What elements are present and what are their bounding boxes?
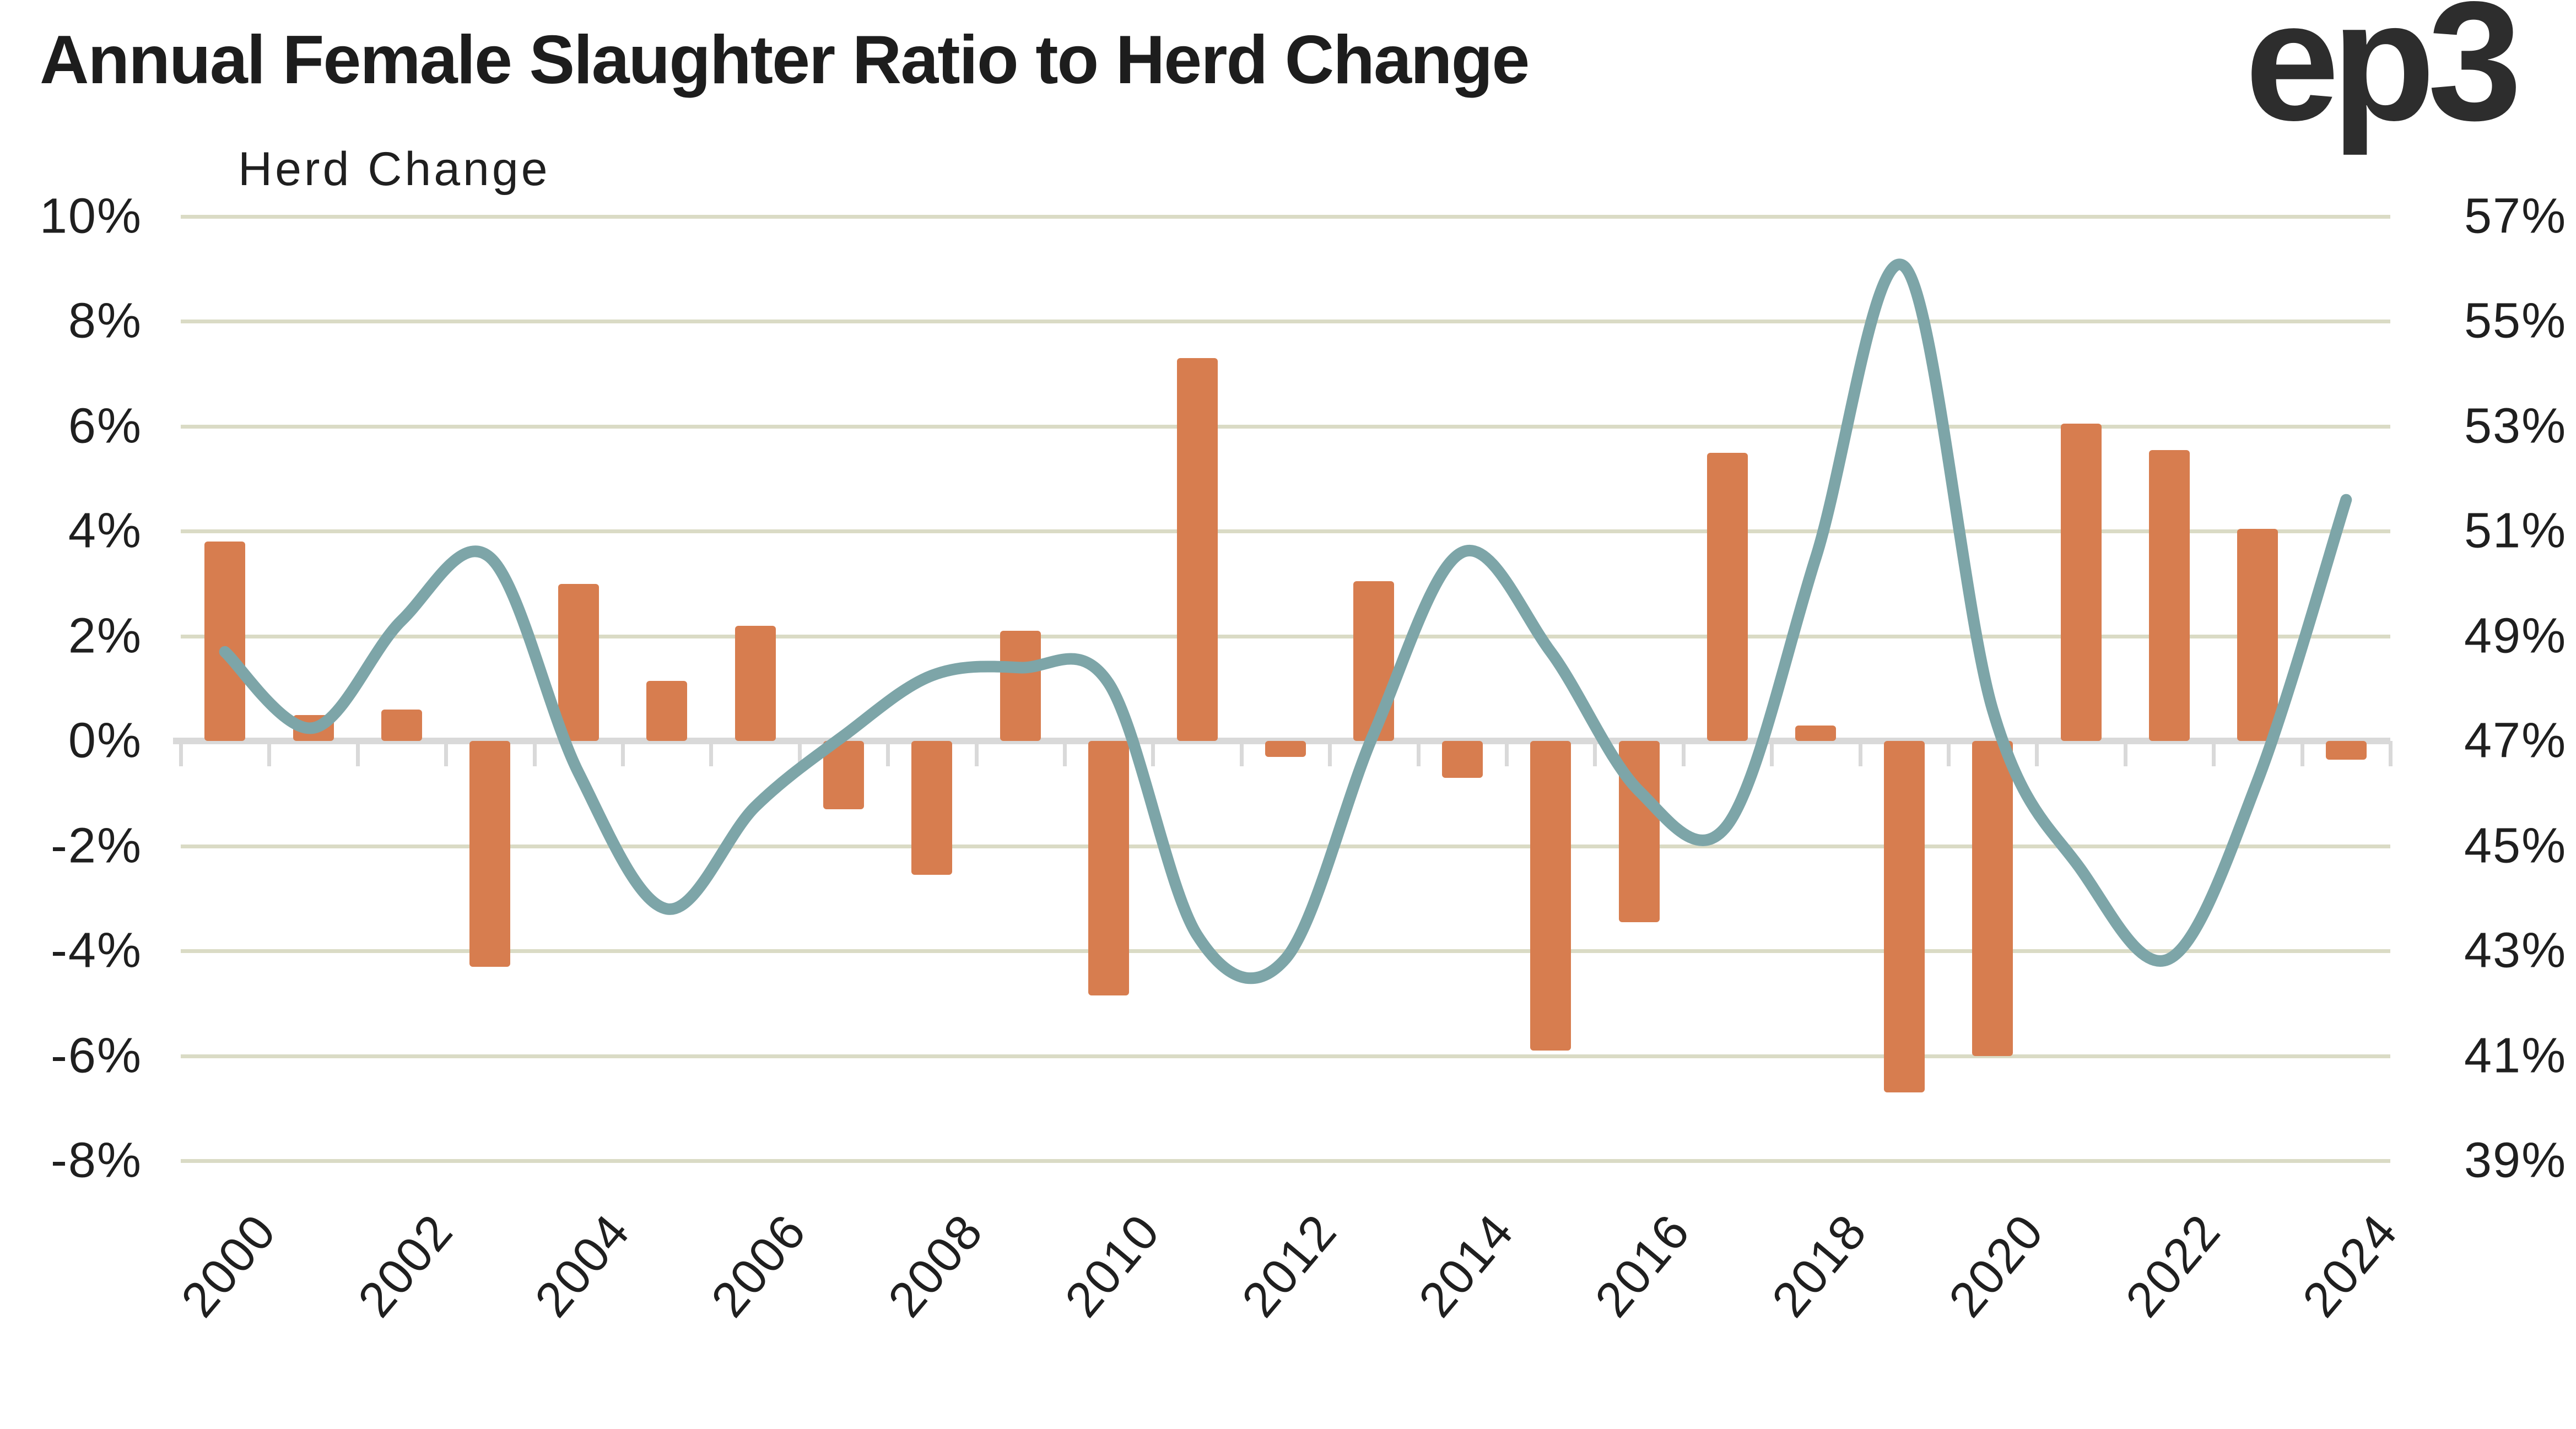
x-axis-tick bbox=[1770, 741, 1774, 767]
gridline bbox=[181, 634, 2390, 638]
x-axis-tick bbox=[1681, 741, 1686, 767]
x-axis-tick bbox=[532, 741, 537, 767]
x-axis-tick bbox=[2300, 741, 2304, 767]
right-axis-tick-label: 51% bbox=[2464, 503, 2567, 559]
right-axis-tick-label: 41% bbox=[2464, 1028, 2567, 1084]
x-axis-tick bbox=[1151, 741, 1155, 767]
x-axis-tick bbox=[1858, 741, 1862, 767]
herd-change-bar bbox=[1176, 358, 1218, 741]
x-axis-tick bbox=[355, 741, 360, 767]
herd-change-bar bbox=[735, 625, 776, 741]
gridline bbox=[181, 844, 2390, 848]
x-axis-tick bbox=[886, 741, 890, 767]
right-axis-tick-label: 45% bbox=[2464, 818, 2567, 874]
left-axis-tick-label: 2% bbox=[68, 608, 142, 664]
ep3-logo: ep3 bbox=[2245, 0, 2522, 156]
herd-change-bar bbox=[1441, 741, 1483, 778]
herd-change-bar bbox=[1265, 741, 1306, 757]
x-axis-tick bbox=[2212, 741, 2216, 767]
x-axis-tick bbox=[797, 741, 802, 767]
right-axis-tick-label: 55% bbox=[2464, 293, 2567, 349]
x-axis-tick bbox=[267, 741, 272, 767]
x-axis-tick bbox=[1593, 741, 1597, 767]
right-axis-tick-label: 53% bbox=[2464, 398, 2567, 454]
x-axis-tick bbox=[1063, 741, 1067, 767]
page-title: Annual Female Slaughter Ratio to Herd Ch… bbox=[40, 22, 1530, 98]
gridline bbox=[181, 320, 2390, 324]
right-axis-tick-label: 49% bbox=[2464, 608, 2567, 664]
herd-change-bar bbox=[381, 710, 422, 741]
x-axis-tick bbox=[2035, 741, 2039, 767]
herd-change-bar bbox=[2149, 450, 2190, 741]
x-axis-tick bbox=[1505, 741, 1509, 767]
left-axis-tick-label: 10% bbox=[39, 188, 142, 244]
gridline bbox=[181, 1159, 2390, 1163]
x-axis-tick bbox=[1416, 741, 1421, 767]
x-axis-tick bbox=[1328, 741, 1332, 767]
left-axis-tick-label: 4% bbox=[68, 503, 142, 559]
gridline bbox=[181, 1054, 2390, 1058]
herd-change-bar bbox=[1707, 452, 1748, 741]
right-axis-tick-label: 57% bbox=[2464, 188, 2567, 244]
left-axis-tick-label: -4% bbox=[50, 923, 142, 978]
herd-change-bar bbox=[2325, 741, 2367, 760]
x-axis-tick bbox=[974, 741, 979, 767]
left-axis-tick-label: -6% bbox=[50, 1028, 142, 1084]
x-axis-tick bbox=[2123, 741, 2127, 767]
x-axis-tick bbox=[179, 741, 183, 767]
gridline bbox=[181, 529, 2390, 534]
herd-change-bar bbox=[1883, 741, 1925, 1093]
x-axis-tick bbox=[1239, 741, 1244, 767]
herd-change-bar bbox=[1088, 741, 1130, 996]
right-axis-tick-label: 43% bbox=[2464, 923, 2567, 978]
left-axis-tick-label: -8% bbox=[50, 1133, 142, 1188]
gridline bbox=[181, 215, 2390, 219]
left-axis-tick-label: 8% bbox=[68, 293, 142, 349]
herd-change-bar bbox=[558, 583, 599, 741]
x-axis-tick bbox=[2389, 741, 2393, 767]
herd-change-bar bbox=[1795, 725, 1837, 741]
x-axis-tick bbox=[709, 741, 714, 767]
right-axis-tick-label: 47% bbox=[2464, 713, 2567, 768]
female-slaughter-ratio-line bbox=[219, 258, 2352, 984]
herd-change-bar bbox=[911, 741, 953, 875]
herd-change-bar bbox=[204, 542, 246, 741]
gridline bbox=[181, 424, 2390, 429]
herd-change-bar bbox=[1000, 631, 1041, 741]
herd-change-bar bbox=[646, 680, 688, 741]
herd-change-bar bbox=[469, 741, 511, 967]
herd-change-bar bbox=[2060, 424, 2102, 741]
left-axis-tick-label: 0% bbox=[68, 713, 142, 768]
left-axis-tick-label: -2% bbox=[50, 818, 142, 874]
herd-change-bar bbox=[1530, 741, 1571, 1051]
left-axis-tick-label: 6% bbox=[68, 398, 142, 454]
herd-change-bar bbox=[1972, 741, 2013, 1056]
right-axis-tick-label: 39% bbox=[2464, 1133, 2567, 1188]
x-axis-tick bbox=[1947, 741, 1951, 767]
x-axis-tick bbox=[621, 741, 625, 767]
left-axis-title: Herd Change bbox=[238, 143, 550, 196]
herd-change-bar bbox=[2237, 528, 2278, 741]
x-axis-tick bbox=[444, 741, 449, 767]
